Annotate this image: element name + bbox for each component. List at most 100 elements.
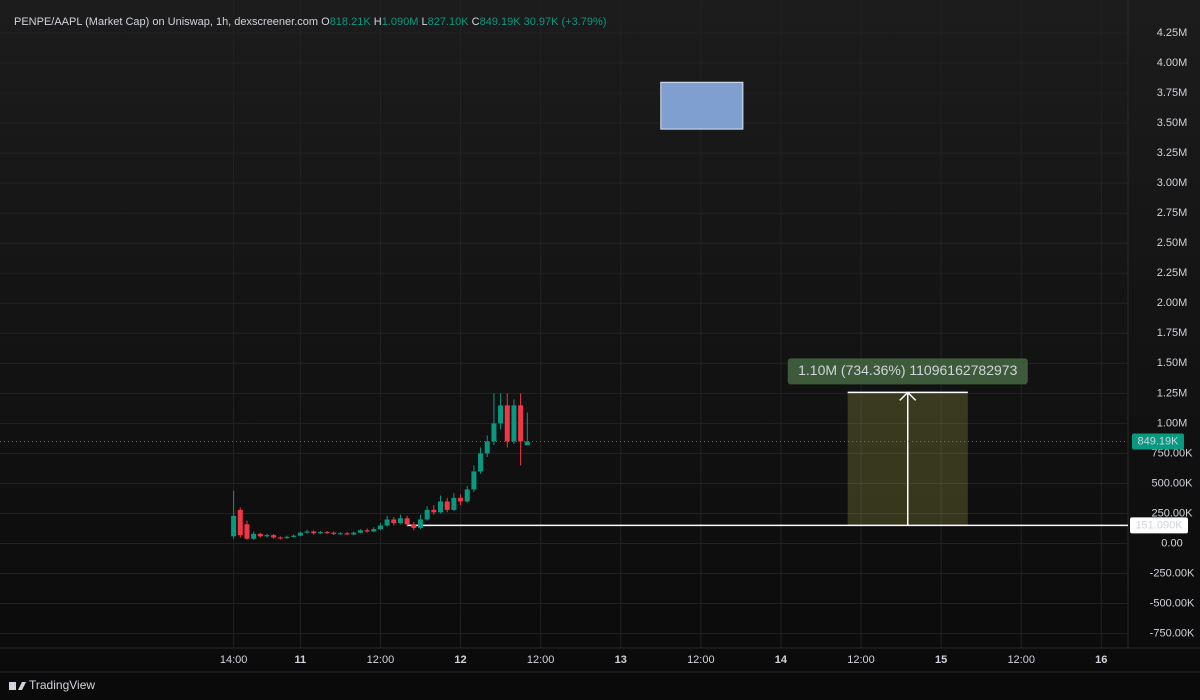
candle-body [357, 530, 363, 533]
candle-body [417, 519, 423, 528]
header: PENPE/AAPL (Market Cap) on Uniswap, 1h, … [14, 16, 607, 28]
y-tick-label: 2.50M [1157, 237, 1188, 249]
candle-body [411, 524, 417, 528]
candle-body [251, 533, 257, 539]
candle-body [371, 529, 377, 532]
l-value: 827.10K [428, 16, 470, 28]
candle-body [291, 535, 297, 537]
y-tick-label: 0.00 [1161, 537, 1182, 549]
candle-body [257, 533, 263, 537]
hline-label: 151.090K [1135, 519, 1183, 531]
price-label: 849.19K [1138, 435, 1180, 447]
candle-body [451, 497, 457, 510]
y-tick-label: 3.75M [1157, 87, 1188, 99]
y-tick-label: 2.75M [1157, 207, 1188, 219]
x-tick-label: 11 [295, 654, 307, 666]
x-tick-label: 12 [454, 654, 466, 666]
y-tick-label: 1.75M [1157, 327, 1188, 339]
candle-body [438, 501, 444, 513]
candle-body [444, 501, 450, 510]
y-tick-label: 1.25M [1157, 387, 1188, 399]
candle-body [331, 532, 337, 534]
candle-body [478, 453, 484, 472]
measure-label-box [787, 358, 1028, 385]
candle-body [311, 531, 317, 534]
candle-body [518, 405, 524, 442]
measure-label: 1.10M (734.36%) 11096162782973 [798, 362, 1017, 378]
y-tick-label: 3.00M [1157, 177, 1188, 189]
brand: TradingView [29, 678, 95, 692]
change: 30.97K (+3.79%) [524, 16, 607, 28]
y-tick-label: 3.50M [1157, 117, 1188, 129]
candle-body [344, 533, 350, 535]
y-tick-label: 750.00K [1152, 447, 1194, 459]
x-tick-label: 12:00 [527, 654, 555, 666]
candle-body [324, 532, 330, 534]
h-value: 1.090M [382, 16, 419, 28]
candle-body [524, 441, 530, 446]
y-tick-label: -750.00K [1150, 627, 1195, 639]
candle-body [511, 405, 517, 442]
x-tick-label: 14 [775, 654, 788, 666]
candle-body [237, 509, 243, 536]
candle-body [337, 533, 343, 535]
x-tick-label: 12:00 [847, 654, 875, 666]
x-tick-label: 16 [1095, 654, 1107, 666]
candle-body [498, 405, 504, 424]
o-value: 818.21K [330, 16, 372, 28]
x-tick-label: 15 [935, 654, 947, 666]
plot: 1.10M (734.36%) 11096162782973 [0, 81, 1128, 540]
y-tick-label: -500.00K [1150, 597, 1195, 609]
candle-body [304, 531, 310, 533]
y-tick-label: 4.25M [1157, 27, 1188, 39]
candle-body [504, 405, 510, 442]
y-tick-label: 500.00K [1152, 477, 1194, 489]
y-tick-label: 4.00M [1157, 57, 1188, 69]
candle-body [424, 509, 430, 520]
hline-label-box [1130, 517, 1188, 534]
candle-body [491, 423, 497, 442]
candle-body [384, 519, 390, 526]
header-title: PENPE/AAPL (Market Cap) on Uniswap, 1h, … [14, 16, 318, 28]
candle-body [277, 537, 283, 539]
l-label: L [421, 16, 427, 28]
candle-body [431, 509, 437, 513]
candle-body [244, 524, 250, 539]
brand-logo [9, 682, 26, 690]
y-tick-label: 1.50M [1157, 357, 1188, 369]
price-label-box [1132, 433, 1184, 450]
y-tick-label: 2.25M [1157, 267, 1188, 279]
y-tick-label: 250.00K [1152, 507, 1194, 519]
candle-body [484, 441, 490, 454]
y-tick-label: 2.00M [1157, 297, 1188, 309]
candle-body [404, 518, 410, 525]
h-label: H [374, 16, 382, 28]
candle-body [377, 525, 383, 530]
candle-body [471, 471, 477, 490]
candle-body [271, 535, 277, 538]
drawn-rectangle [660, 81, 744, 130]
candle-body [317, 532, 323, 534]
c-label: C [472, 16, 480, 28]
y-tick-label: 1.00M [1157, 417, 1188, 429]
candle-body [231, 515, 237, 537]
candle-body [397, 518, 403, 524]
candle-body [391, 519, 397, 524]
candle-body [297, 532, 303, 536]
x-tick-label: 12:00 [687, 654, 715, 666]
y-tick-label: -250.00K [1150, 567, 1195, 579]
o-label: O [321, 16, 330, 28]
candle-body [364, 530, 370, 532]
grid [0, 0, 1128, 648]
candle-body [264, 535, 270, 537]
measure-arrowhead [899, 391, 917, 401]
x-tick-label: 12:00 [1007, 654, 1035, 666]
c-value: 849.19K [480, 16, 522, 28]
candle-body [464, 489, 470, 502]
x-tick-label: 13 [615, 654, 627, 666]
x-tick-label: 12:00 [367, 654, 395, 666]
y-tick-label: 3.25M [1157, 147, 1188, 159]
candle-body [284, 536, 290, 539]
